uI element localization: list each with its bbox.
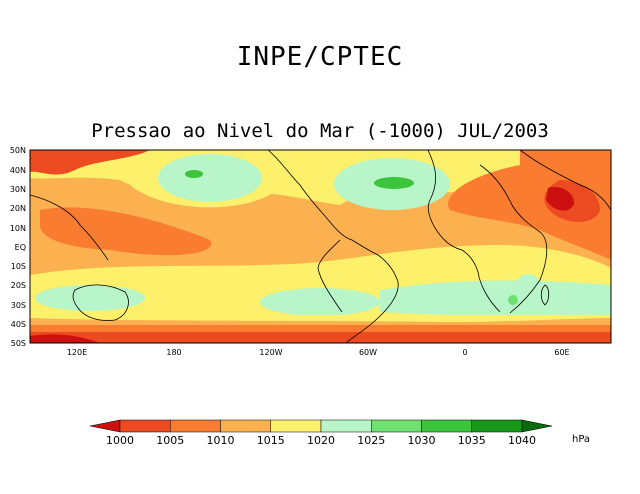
colorbar-swatch: [371, 419, 422, 433]
colorbar-level-label: 1020: [307, 434, 335, 447]
map-frame: [29, 149, 612, 344]
lat-label: 50S: [11, 339, 26, 348]
colorbar-level-label: 1010: [207, 434, 235, 447]
lon-label: 120W: [259, 348, 282, 357]
colorbar-swatch: [421, 419, 472, 433]
colorbar-swatch: [471, 419, 523, 433]
colorbar-level-label: 1030: [408, 434, 436, 447]
colorbar-level-label: 1015: [257, 434, 285, 447]
colorbar-swatch: [119, 419, 171, 433]
colorbar-level-label: 1040: [508, 434, 536, 447]
pressure-field: [30, 150, 611, 343]
lon-label: 0: [462, 348, 467, 357]
map-title: Pressao ao Nivel do Mar (-1000) JUL/2003: [91, 120, 549, 142]
lon-label: 60E: [554, 348, 569, 357]
lat-label: 40S: [11, 320, 26, 329]
lon-label: 60W: [359, 348, 377, 357]
lat-label: 30S: [11, 301, 26, 310]
colorbar-level-label: 1035: [458, 434, 486, 447]
lat-label: 20S: [11, 281, 26, 290]
lat-label: 10N: [10, 224, 26, 233]
longitude-axis: 120E 180 120W 60W 0 60E: [67, 348, 570, 357]
latitude-axis: 50N 40N 30N 20N 10N EQ 10S 20S 30S 40S 5…: [10, 146, 26, 348]
lat-label: 50N: [10, 146, 26, 155]
colorbar-level-label: 1000: [106, 434, 134, 447]
unit-label: hPa: [572, 434, 591, 445]
colorbar-swatch: [220, 419, 271, 433]
colorbar-max-triangle: [521, 419, 553, 433]
coastlines: [30, 150, 611, 343]
colorbar-min-triangle: [89, 419, 121, 433]
organization-title: INPE/CPTEC: [236, 42, 404, 72]
colorbar-level-label: 1025: [357, 434, 385, 447]
lon-label: 180: [166, 348, 181, 357]
lat-label: 40N: [10, 166, 26, 175]
lon-label: 120E: [67, 348, 87, 357]
colorbar-swatch: [170, 419, 221, 433]
lat-label: EQ: [15, 243, 26, 252]
colorbar-swatch: [270, 419, 322, 433]
colorbar-swatch: [320, 419, 372, 433]
colorbar-level-label: 1005: [156, 434, 184, 447]
lat-label: 30N: [10, 185, 26, 194]
colorbar: 1000 1005 1010 1015 1020 1025 1030 1035 1040: [89, 419, 553, 447]
lat-label: 10S: [11, 262, 26, 271]
lat-label: 20N: [10, 204, 26, 213]
